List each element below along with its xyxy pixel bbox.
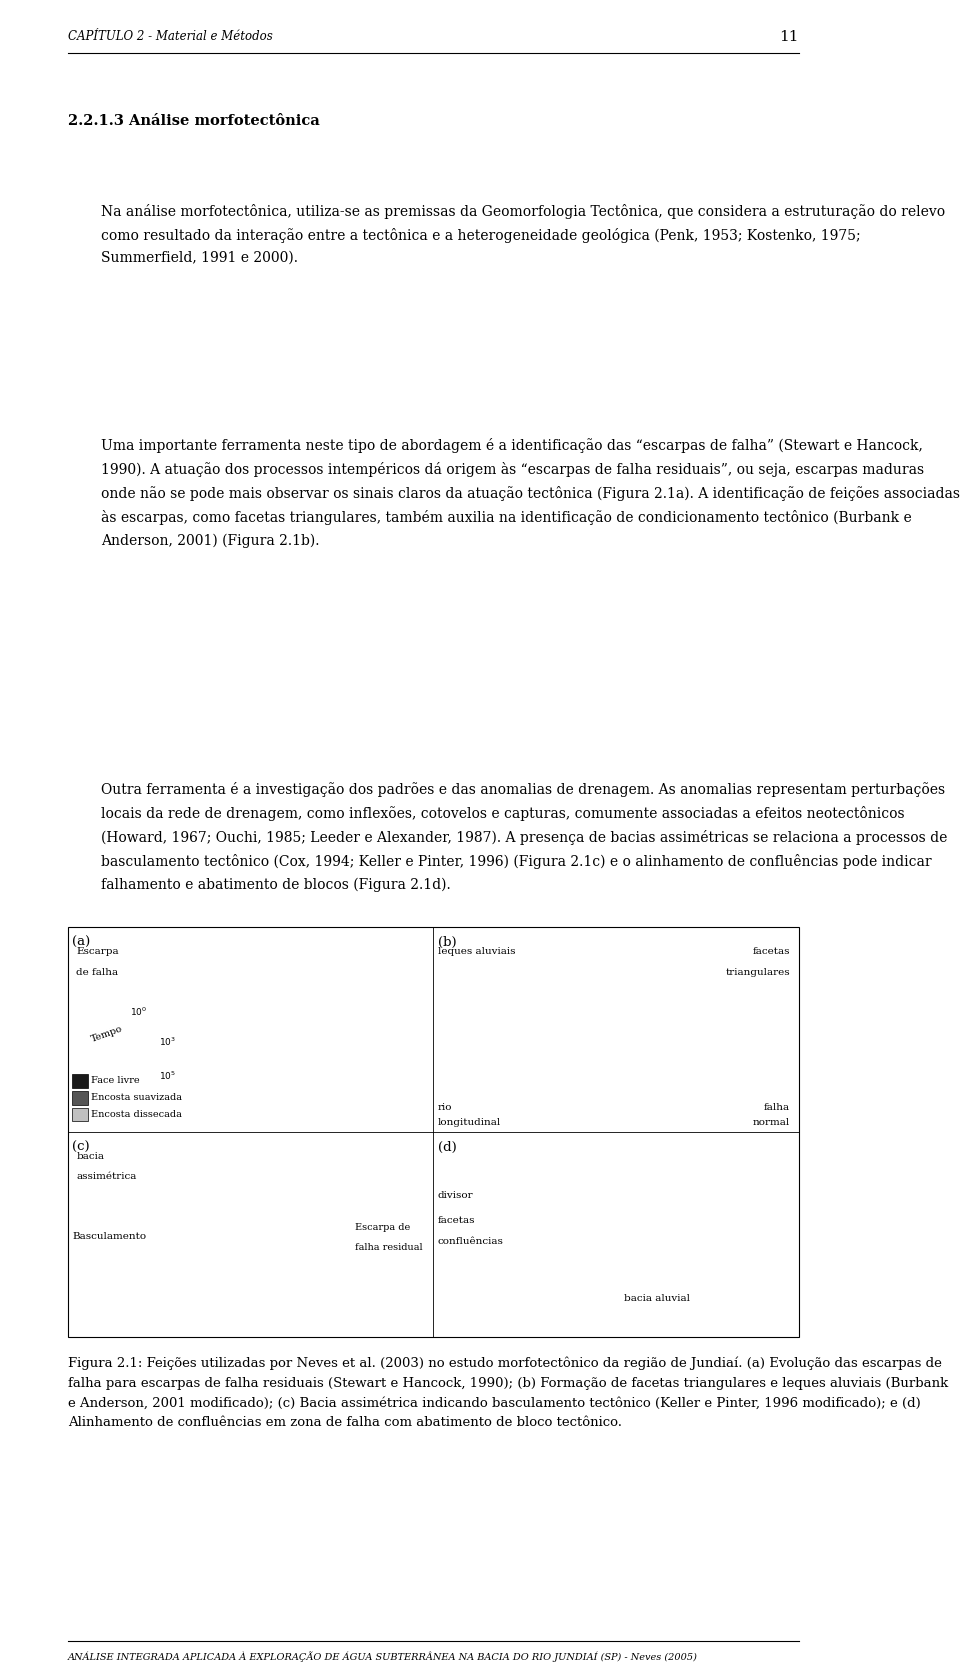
Text: longitudinal: longitudinal [438, 1118, 501, 1128]
Text: facetas: facetas [753, 947, 790, 956]
Text: (b): (b) [438, 936, 456, 949]
Text: ANÁLISE INTEGRADA APLICADA À EXPLORAÇÃO DE ÁGUA SUBTERRÂNEA NA BACIA DO RIO JUND: ANÁLISE INTEGRADA APLICADA À EXPLORAÇÃO … [68, 1651, 698, 1661]
Text: Figura 2.1: Feições utilizadas por Neves et al. (2003) no estudo morfotectônico : Figura 2.1: Feições utilizadas por Neves… [68, 1357, 948, 1429]
Text: triangulares: triangulares [726, 968, 790, 976]
Bar [72, 1074, 87, 1088]
Text: falha: falha [764, 1103, 790, 1113]
Text: Escarpa: Escarpa [77, 947, 119, 956]
Text: 11: 11 [780, 30, 799, 43]
Text: rio: rio [438, 1103, 452, 1113]
Text: facetas: facetas [438, 1216, 475, 1225]
Text: $10^5$: $10^5$ [158, 1069, 176, 1081]
Text: $10^3$: $10^3$ [158, 1036, 176, 1048]
Text: leques aluviais: leques aluviais [438, 947, 516, 956]
Text: Face livre: Face livre [91, 1076, 140, 1084]
Bar [72, 1108, 87, 1121]
Text: de falha: de falha [77, 968, 118, 976]
Text: (a): (a) [72, 936, 90, 949]
Text: Tempo: Tempo [89, 1024, 124, 1044]
Bar [68, 927, 799, 1337]
Text: $10^0$: $10^0$ [131, 1006, 147, 1018]
Bar [72, 1091, 87, 1105]
Text: confluências: confluências [438, 1237, 503, 1247]
Text: CAPÍTULO 2 - Material e Métodos: CAPÍTULO 2 - Material e Métodos [68, 30, 273, 43]
Text: Na análise morfotectônica, utiliza-se as premissas da Geomorfologia Tectônica, q: Na análise morfotectônica, utiliza-se as… [101, 204, 945, 266]
Text: assimétrica: assimétrica [77, 1173, 136, 1181]
Text: (d): (d) [438, 1141, 456, 1153]
Text: bacia: bacia [77, 1153, 105, 1161]
Text: normal: normal [753, 1118, 790, 1128]
Text: Basculamento: Basculamento [72, 1233, 146, 1242]
Text: divisor: divisor [438, 1190, 473, 1200]
Text: Encosta dissecada: Encosta dissecada [91, 1110, 182, 1118]
Text: falha residual: falha residual [355, 1243, 423, 1252]
Text: Encosta suavizada: Encosta suavizada [91, 1093, 182, 1101]
Text: Uma importante ferramenta neste tipo de abordagem é a identificação das “escarpa: Uma importante ferramenta neste tipo de … [101, 438, 960, 548]
Text: Outra ferramenta é a investigação dos padrões e das anomalias de drenagem. As an: Outra ferramenta é a investigação dos pa… [101, 782, 947, 892]
Text: bacia aluvial: bacia aluvial [624, 1295, 690, 1303]
Text: (c): (c) [72, 1141, 89, 1153]
Text: 2.2.1.3 Análise morfotectônica: 2.2.1.3 Análise morfotectônica [68, 114, 320, 127]
Text: Escarpa de: Escarpa de [355, 1223, 411, 1232]
